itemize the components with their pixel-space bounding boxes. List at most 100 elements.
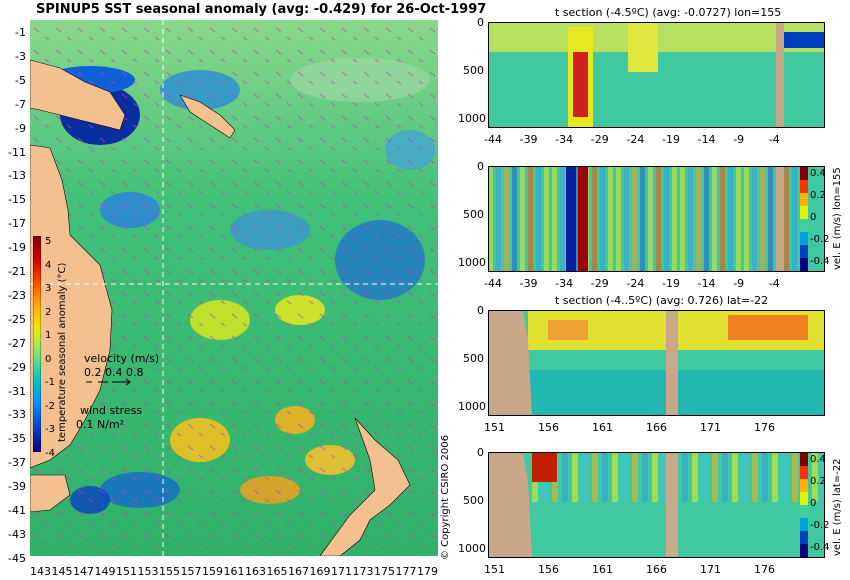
australia-land xyxy=(30,144,113,469)
map-y-tick-label: -31 xyxy=(8,384,26,398)
map-x-tick-label: 145 xyxy=(51,565,73,578)
map-title: SPINUP5 SST seasonal anomaly (avg: -0.42… xyxy=(36,2,487,17)
velocity-colorbar-tick: 0 xyxy=(810,212,817,223)
map-x-tick-label: 149 xyxy=(94,565,116,578)
wind-legend-title: wind stress xyxy=(80,404,143,417)
map-x-tick-label: 155 xyxy=(159,565,180,578)
section-x-tick-label: -19 xyxy=(662,133,680,146)
section-y-tick-label: 1000 xyxy=(458,112,486,125)
section-x-tick-label: -34 xyxy=(555,133,574,146)
velocity-colorbar-label: vel. E (m/s) lat=-22 xyxy=(832,458,843,556)
section-plot xyxy=(488,22,825,128)
section-x-tick-label: -29 xyxy=(590,133,609,146)
velocity-legend-arrows xyxy=(86,378,131,386)
map-y-tick-label: -25 xyxy=(8,312,26,326)
section-x-tick-label: 171 xyxy=(700,421,721,434)
colorbar-tick-label: -1 xyxy=(45,377,55,388)
section-y-tick-label: 500 xyxy=(463,64,484,77)
section-y-tick-label: 0 xyxy=(477,160,484,173)
map-x-tick-label: 171 xyxy=(331,565,352,578)
section-x-tick-label: 176 xyxy=(754,563,775,576)
section-x-tick-label: -4 xyxy=(768,133,780,146)
section-plot xyxy=(488,166,825,272)
section-y-tick-label: 500 xyxy=(463,208,484,221)
map-x-tick-label: 173 xyxy=(352,565,374,578)
velocity-colorbar-label: vel. E (m/s) lon=155 xyxy=(832,167,843,270)
map-y-tick-label: -21 xyxy=(8,265,26,278)
map-y-tick-label: -3 xyxy=(15,49,26,63)
section-y-tick-label: 1000 xyxy=(458,542,486,555)
section-y-tick-label: 1000 xyxy=(458,256,486,269)
section-x-tick-label: -39 xyxy=(519,277,538,290)
map-y-tick-label: -11 xyxy=(8,145,26,159)
colorbar-tick-label: 2 xyxy=(45,306,52,318)
map-x-tick-label: 151 xyxy=(116,565,137,578)
map-y-tick-label: -45 xyxy=(8,551,26,565)
map-y-tick-label: -19 xyxy=(8,241,26,255)
map-y-tick-label: -33 xyxy=(8,408,26,422)
map-x-tick-label: 161 xyxy=(223,565,245,578)
map-y-tick-label: -1 xyxy=(15,26,26,39)
copyright-notice: © Copyright CSIRO 2006 xyxy=(440,435,451,560)
map-x-tick-label: 153 xyxy=(137,565,159,578)
section-x-tick-label: 151 xyxy=(484,563,505,576)
map-y-tick-label: -37 xyxy=(8,456,26,470)
colorbar-tick-label: -4 xyxy=(45,447,55,459)
velocity-colorbar-tick: -0.4 xyxy=(810,542,830,553)
colorbar-tick-label: 5 xyxy=(45,236,52,247)
sst-map xyxy=(30,20,438,556)
map-y-tick-label: -39 xyxy=(8,480,26,494)
map-x-tick-label: 175 xyxy=(374,565,395,578)
map-y-tick-label: -15 xyxy=(8,193,26,207)
velocity-colorbar-tick: 0.2 xyxy=(810,476,826,487)
map-x-tick-label: 157 xyxy=(180,565,202,578)
map-x-tick-label: 179 xyxy=(417,565,438,578)
section-x-tick-label: 156 xyxy=(538,421,559,434)
section-x-tick-label: -9 xyxy=(733,277,745,290)
section-y-tick-label: 0 xyxy=(477,446,484,459)
section-x-tick-label: 161 xyxy=(592,563,613,576)
section-plot xyxy=(488,310,825,416)
section-x-tick-label: 166 xyxy=(646,421,667,434)
velocity-legend-title: velocity (m/s) xyxy=(84,352,160,365)
map-x-tick-label: 177 xyxy=(395,565,417,578)
map-y-tick-label: -41 xyxy=(8,504,26,517)
map-y-tick-label: -35 xyxy=(8,432,26,446)
section-y-tick-label: 500 xyxy=(463,352,484,365)
map-x-tick-label: 163 xyxy=(245,565,266,578)
wind-legend-value: 0.1 N/m² xyxy=(76,418,125,431)
map-y-tick-label: -27 xyxy=(8,336,26,350)
section-x-tick-label: -19 xyxy=(662,277,680,290)
section-x-tick-label: -44 xyxy=(484,133,502,146)
velocity-colorbar-tick: -0.4 xyxy=(810,256,830,267)
section-x-tick-label: -29 xyxy=(590,277,609,290)
colorbar-tick-label: -2 xyxy=(45,400,55,412)
map-x-tick-label: 143 xyxy=(30,565,51,578)
colorbar-tick-label: -3 xyxy=(45,424,55,435)
new-guinea-land xyxy=(30,59,126,131)
map-y-tick-label: -17 xyxy=(8,217,26,231)
new-zealand-land xyxy=(319,417,411,556)
section-x-tick-label: 171 xyxy=(700,563,721,576)
section-x-tick-label: -34 xyxy=(555,277,574,290)
velocity-colorbar-tick: -0.2 xyxy=(810,520,830,531)
velocity-colorbar-tick: 0 xyxy=(810,498,817,509)
map-y-tick-label: -7 xyxy=(15,97,26,111)
section-y-tick-label: 500 xyxy=(463,494,484,507)
section-x-tick-label: -14 xyxy=(697,277,716,290)
velocity-colorbar-tick: 0.4 xyxy=(810,168,826,179)
section-x-tick-label: -9 xyxy=(733,133,745,146)
section-x-tick-label: -14 xyxy=(697,133,716,146)
section-x-tick-label: -39 xyxy=(519,133,538,146)
tasmania-land xyxy=(30,474,71,513)
velocity-colorbar-tick: 0.4 xyxy=(810,454,826,465)
map-x-tick-label: 147 xyxy=(73,565,94,578)
map-x-tick-label: 169 xyxy=(309,565,331,578)
islands-land xyxy=(179,94,236,139)
section-y-tick-label: 0 xyxy=(477,16,484,29)
velocity-colorbar xyxy=(800,167,808,271)
velocity-colorbar-tick: 0.2 xyxy=(810,190,826,201)
section-x-tick-label: 176 xyxy=(754,421,775,434)
section-x-tick-label: 161 xyxy=(592,421,613,434)
section-x-tick-label: 156 xyxy=(538,563,559,576)
